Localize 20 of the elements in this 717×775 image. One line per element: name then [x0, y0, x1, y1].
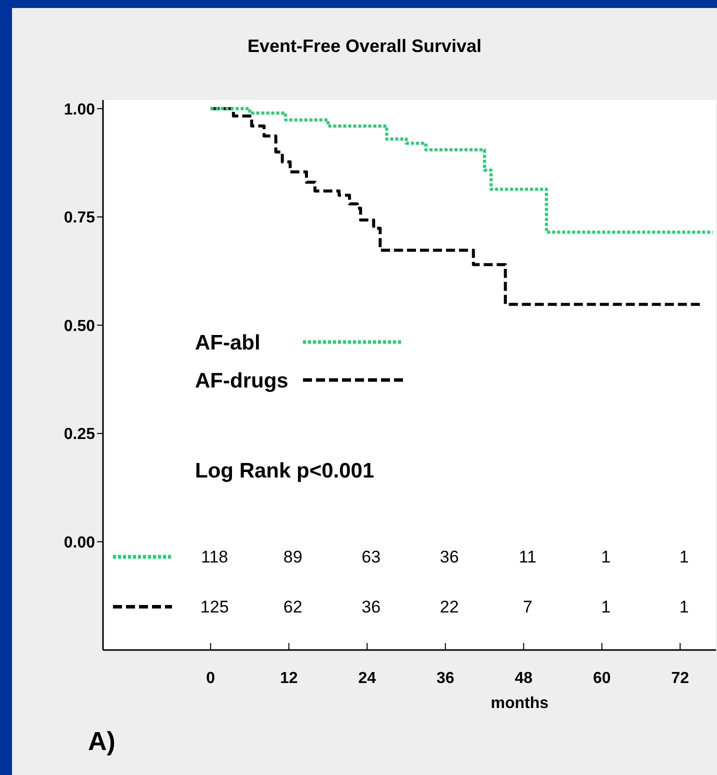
x-tick-label: 0: [206, 670, 216, 687]
chart-title: Event-Free Overall Survival: [247, 36, 482, 56]
x-tick-label: 48: [514, 670, 533, 687]
x-tick-label: 72: [671, 670, 690, 687]
x-tick-label: 60: [592, 670, 611, 687]
text: 118 89 63 36 11 1 1: [201, 548, 689, 567]
y-tick-label: 0.25: [64, 426, 96, 444]
y-tick-label: 0.50: [64, 318, 96, 335]
text: 125 62 36 22 7 1 1: [200, 598, 689, 617]
y-tick-label: 0.75: [64, 210, 96, 227]
y-tick-label: 0.00: [64, 534, 96, 552]
x-tick-label: 12: [280, 670, 298, 687]
x-axis-title: months: [490, 695, 549, 712]
x-tick-label: 24: [358, 670, 376, 687]
legend-label: AF-drugs: [195, 369, 288, 392]
annotation: Log Rank p<0.001: [195, 459, 374, 482]
x-tick-label: 36: [436, 670, 454, 687]
y-tick-label: 1.00: [64, 101, 96, 118]
text: A): [88, 726, 116, 756]
legend-label: AF-abl: [195, 331, 260, 354]
